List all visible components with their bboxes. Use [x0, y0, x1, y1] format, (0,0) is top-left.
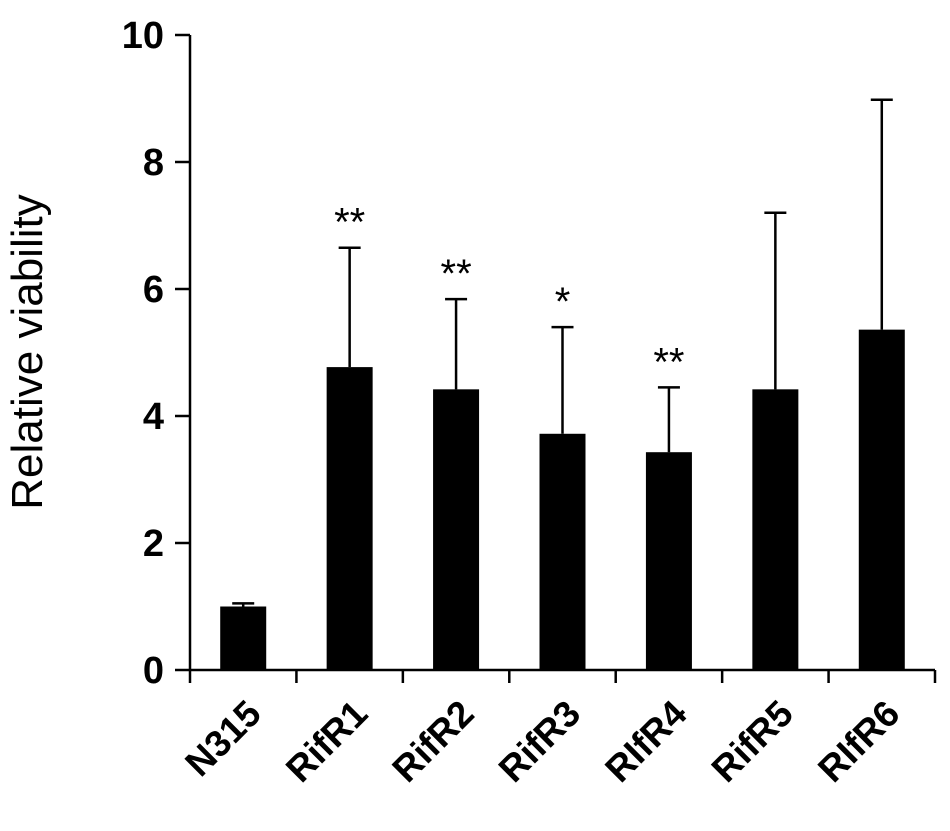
significance-label: ** — [334, 201, 365, 245]
y-axis-title: Relative viability — [3, 194, 52, 509]
significance-label: * — [555, 280, 571, 324]
bar — [220, 606, 267, 670]
category-label: RifR5 — [704, 693, 801, 790]
bar — [645, 452, 692, 670]
y-tick-label: 10 — [122, 15, 164, 57]
category-label: RIfR6 — [810, 693, 907, 790]
category-label: RifR3 — [491, 693, 588, 790]
category-label: RIfR4 — [597, 692, 695, 790]
category-labels: N315 RifR1 RifR2 RifR3 RIfR4 RifR5 RIfR6 — [177, 692, 907, 790]
significance-label: ** — [441, 252, 472, 296]
bar — [539, 433, 586, 670]
significance-labels: ******* — [334, 201, 684, 385]
category-label: RifR2 — [384, 693, 481, 790]
bars — [220, 329, 905, 670]
x-axis-ticks — [188, 670, 937, 683]
y-tick-label: 4 — [143, 396, 164, 438]
category-label: RifR1 — [278, 693, 375, 790]
bar — [326, 367, 373, 670]
bar — [433, 389, 480, 670]
y-axis-ticks: 0 2 4 6 8 10 — [122, 15, 190, 692]
y-tick-label: 6 — [143, 269, 164, 311]
bar — [752, 389, 799, 670]
error-bars — [232, 98, 893, 607]
significance-label: ** — [653, 340, 684, 384]
y-tick-label: 2 — [143, 523, 164, 565]
category-label: N315 — [177, 693, 269, 785]
bar — [858, 329, 905, 670]
y-tick-label: 0 — [143, 650, 164, 692]
y-tick-label: 8 — [143, 142, 164, 184]
